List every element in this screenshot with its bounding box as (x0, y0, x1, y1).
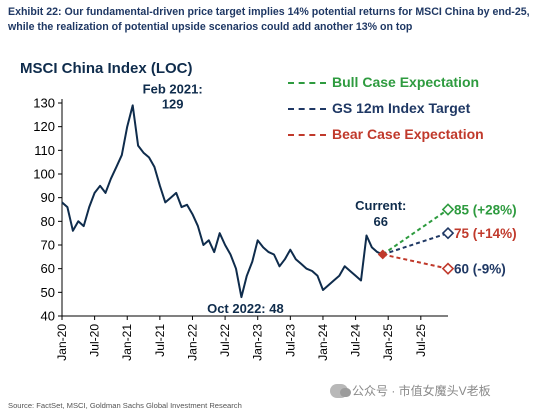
exhibit-title-line-2: while the realization of potential upsid… (8, 21, 413, 33)
annotation-trough: Oct 2022: 48 (207, 301, 284, 316)
y-tick-label: 50 (41, 285, 55, 300)
y-tick-label: 40 (41, 309, 55, 324)
y-tick-label: 90 (41, 190, 55, 205)
legend-bull-case: Bull Case Expectation (288, 74, 479, 90)
x-tick-label: Jan-23 (251, 324, 265, 361)
projection-line-gs-target (382, 232, 449, 256)
legend-bull-swatch (288, 82, 326, 85)
wechat-icon (330, 383, 351, 398)
annotation-peak-line2: 129 (162, 96, 184, 111)
exhibit-title: Exhibit 22: Our fundamental-driven price… (8, 5, 548, 35)
legend-bull-label: Bull Case Expectation (332, 74, 480, 90)
x-tick-label: Jul-20 (88, 324, 102, 357)
projection-line-bear-case (382, 253, 449, 270)
projection-end-label: 60 (-9%) (454, 262, 506, 277)
x-tick-label: Jan-25 (381, 324, 395, 361)
current-value-marker (377, 249, 388, 260)
y-tick-label: 120 (33, 119, 55, 134)
legend-base-swatch (288, 108, 326, 111)
x-tick-label: Jul-25 (414, 324, 428, 357)
series-msci-china-history (61, 104, 384, 299)
chart-title: MSCI China Index (LOC) (20, 60, 193, 77)
watermark: 公众号 · 市值女魔头V老板 (330, 382, 491, 399)
projection-end-label: 75 (+14%) (454, 226, 517, 241)
projection-end-marker-bull-case (441, 203, 455, 216)
x-tick-label: Jan-22 (185, 324, 199, 361)
x-tick-label: Jul-22 (218, 324, 232, 357)
y-tick-label: 110 (34, 143, 55, 158)
x-tick-label: Jan-20 (55, 324, 69, 361)
projection-end-label: 85 (+28%) (454, 203, 517, 218)
x-tick-label: Jan-21 (120, 324, 134, 361)
x-tick-label: Jul-23 (283, 324, 297, 357)
y-tick-label: 70 (41, 238, 55, 253)
source-note: Source: FactSet, MSCI, Goldman Sachs Glo… (8, 401, 242, 410)
projection-end-marker-bear-case (441, 262, 455, 275)
legend-gs-target: GS 12m Index Target (288, 100, 470, 116)
x-tick-label: Jul-24 (349, 324, 363, 357)
legend-bear-case: Bear Case Expectation (288, 126, 484, 142)
annotation-peak-line1: Feb 2021: (143, 81, 203, 96)
y-tick-label: 100 (33, 167, 55, 182)
y-tick-label: 80 (41, 214, 55, 229)
y-tick-label: 130 (33, 96, 55, 111)
legend-base-label: GS 12m Index Target (332, 100, 471, 116)
watermark-text: 公众号 · 市值女魔头V老板 (352, 384, 491, 398)
legend-bear-swatch (288, 134, 326, 137)
projection-line-bull-case (382, 208, 449, 256)
annotation-current-line2: 66 (374, 214, 388, 229)
x-tick-label: Jan-24 (316, 324, 330, 361)
annotation-current-line1: Current: (355, 198, 406, 213)
exhibit-title-line-1: Exhibit 22: Our fundamental-driven price… (8, 6, 530, 18)
x-tick-label: Jul-21 (153, 324, 167, 357)
y-tick-label: 60 (41, 261, 55, 276)
projection-end-marker-gs-target (441, 226, 455, 240)
legend-bear-label: Bear Case Expectation (332, 126, 484, 142)
